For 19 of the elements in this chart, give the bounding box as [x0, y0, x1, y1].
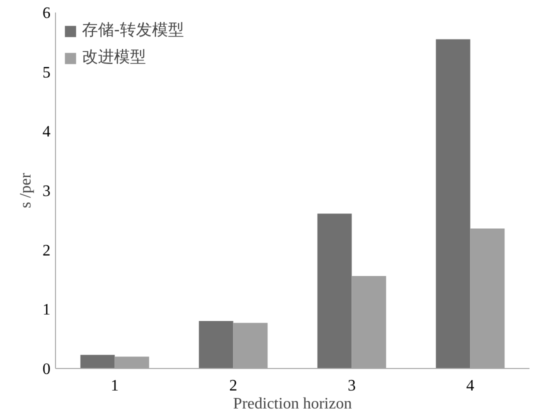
y-tick-label: 5 [42, 64, 50, 82]
y-tick-label: 2 [42, 242, 50, 260]
x-tick-label: 1 [110, 378, 119, 394]
x-axis-title: Prediction horizon [233, 396, 352, 412]
x-tick-label: 3 [348, 378, 356, 394]
y-tick-label: 3 [42, 183, 50, 200]
y-tick-label: 6 [42, 5, 50, 22]
bar [198, 321, 234, 368]
bar [317, 214, 352, 368]
x-tick-label: 2 [229, 378, 238, 394]
bar [436, 39, 470, 368]
y-tick-label: 4 [42, 124, 50, 141]
y-tick-label: 1 [42, 302, 50, 319]
y-axis-title: s /per [18, 172, 34, 208]
legend-label: 改进模型 [82, 47, 146, 68]
x-tick-label: 4 [466, 378, 474, 394]
bar [80, 354, 115, 368]
y-tick-label: 0 [42, 361, 50, 378]
legend-label: 存储-转发模型 [82, 20, 184, 41]
